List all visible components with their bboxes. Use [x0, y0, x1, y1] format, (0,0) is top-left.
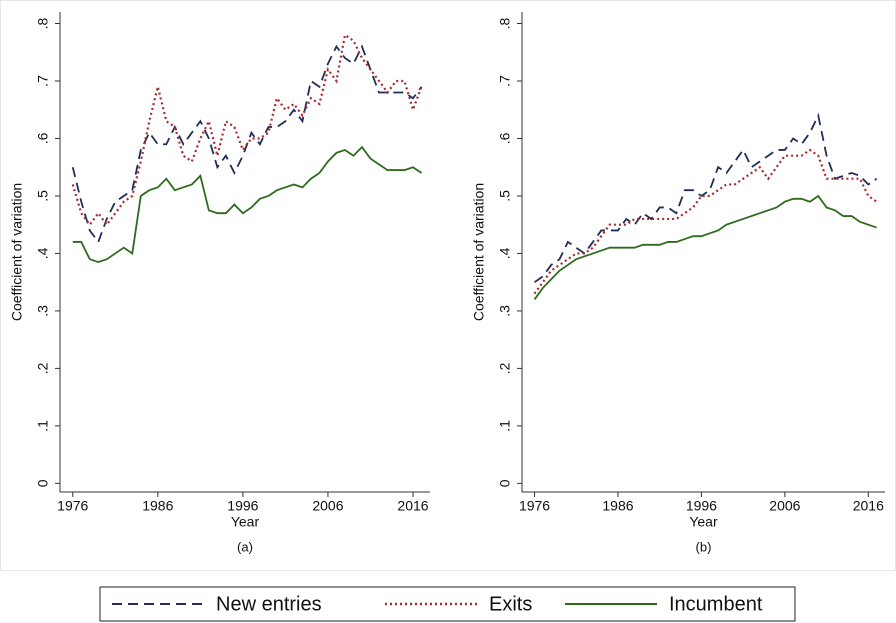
y-tick-label: .6 — [497, 132, 513, 144]
y-tick-label: .3 — [35, 305, 51, 317]
y-tick-label: .3 — [497, 305, 513, 317]
y-tick-label: 0 — [497, 479, 513, 487]
x-tick-label: 2006 — [769, 498, 800, 514]
y-tick-label: .2 — [35, 362, 51, 374]
y-tick-label: .5 — [35, 190, 51, 202]
series-line — [71, 33, 423, 227]
y-tick-label: .7 — [35, 75, 51, 87]
legend-label: Incumbent — [669, 593, 763, 615]
series-line — [72, 145, 422, 264]
y-tick-label: .4 — [497, 247, 513, 259]
figure-frame — [0, 0, 896, 571]
y-tick-label: .2 — [497, 362, 513, 374]
y-axis-title: Coefficient of variation — [471, 183, 487, 321]
y-tick-label: .1 — [35, 420, 51, 432]
x-tick-label: 1986 — [602, 498, 633, 514]
series-line — [534, 112, 878, 283]
legend-label: Exits — [489, 593, 532, 615]
y-tick-label: .6 — [35, 132, 51, 144]
y-tick-label: 0 — [35, 479, 51, 487]
series-line — [533, 194, 877, 300]
x-axis-title: Year — [689, 514, 718, 530]
y-tick-label: .8 — [35, 17, 51, 29]
x-axis-title: Year — [231, 514, 260, 530]
x-tick-label: 2006 — [312, 498, 343, 514]
legend-box — [99, 586, 796, 622]
x-tick-label: 1976 — [57, 498, 88, 514]
y-tick-label: .7 — [497, 75, 513, 87]
x-tick-label: 2016 — [853, 498, 884, 514]
x-tick-label: 1976 — [519, 498, 550, 514]
y-axis-title: Coefficient of variation — [9, 183, 25, 321]
series-line — [533, 148, 878, 295]
y-tick-label: .1 — [497, 420, 513, 432]
y-tick-label: .4 — [35, 247, 51, 259]
x-tick-label: 1996 — [227, 498, 258, 514]
legend-label: New entries — [216, 593, 322, 615]
panel-caption: (a) — [237, 539, 253, 554]
y-tick-label: .8 — [497, 17, 513, 29]
x-tick-label: 1996 — [686, 498, 717, 514]
x-tick-label: 2016 — [397, 498, 428, 514]
panel-caption: (b) — [696, 539, 712, 554]
y-tick-label: .5 — [497, 190, 513, 202]
x-tick-label: 1986 — [142, 498, 173, 514]
